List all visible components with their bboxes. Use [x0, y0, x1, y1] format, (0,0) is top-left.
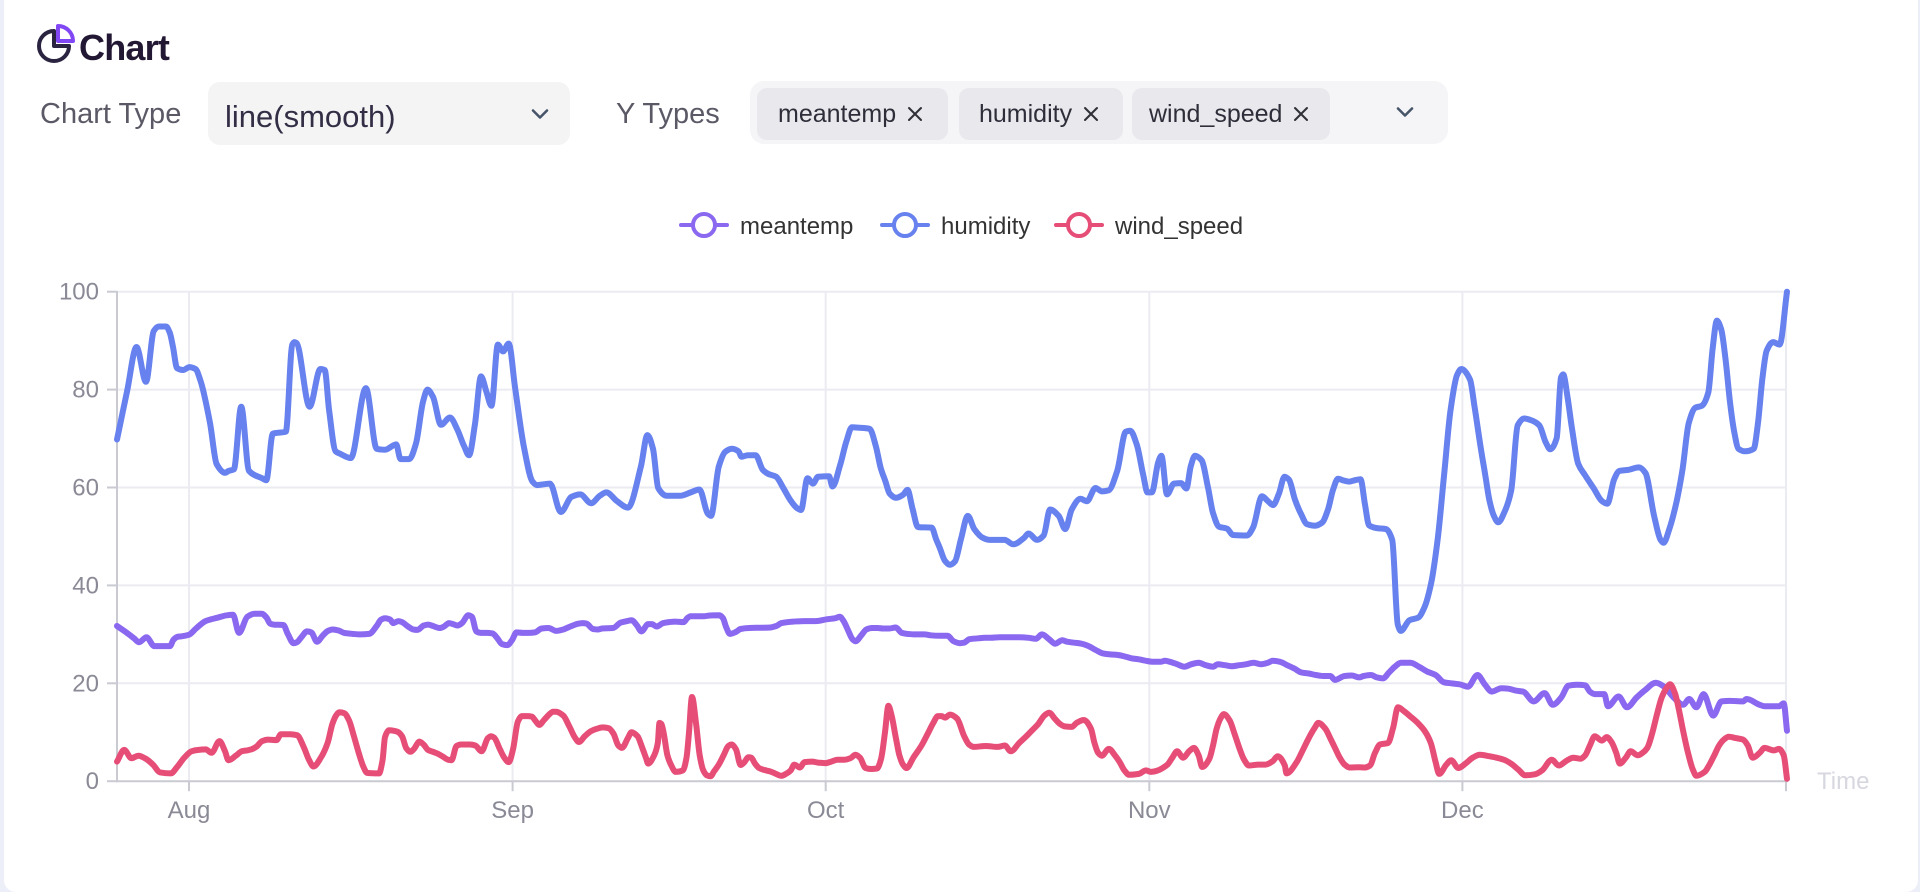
svg-text:80: 80 [72, 377, 99, 404]
svg-text:20: 20 [72, 670, 99, 697]
svg-text:Oct: Oct [807, 797, 845, 824]
svg-text:40: 40 [72, 572, 99, 599]
svg-text:Sep: Sep [491, 797, 534, 824]
svg-text:Nov: Nov [1128, 797, 1171, 824]
svg-text:100: 100 [59, 279, 99, 306]
svg-text:Time: Time [1817, 768, 1869, 795]
svg-text:Dec: Dec [1441, 797, 1484, 824]
svg-text:0: 0 [86, 768, 99, 795]
svg-text:60: 60 [72, 475, 99, 502]
svg-text:Aug: Aug [168, 797, 211, 824]
